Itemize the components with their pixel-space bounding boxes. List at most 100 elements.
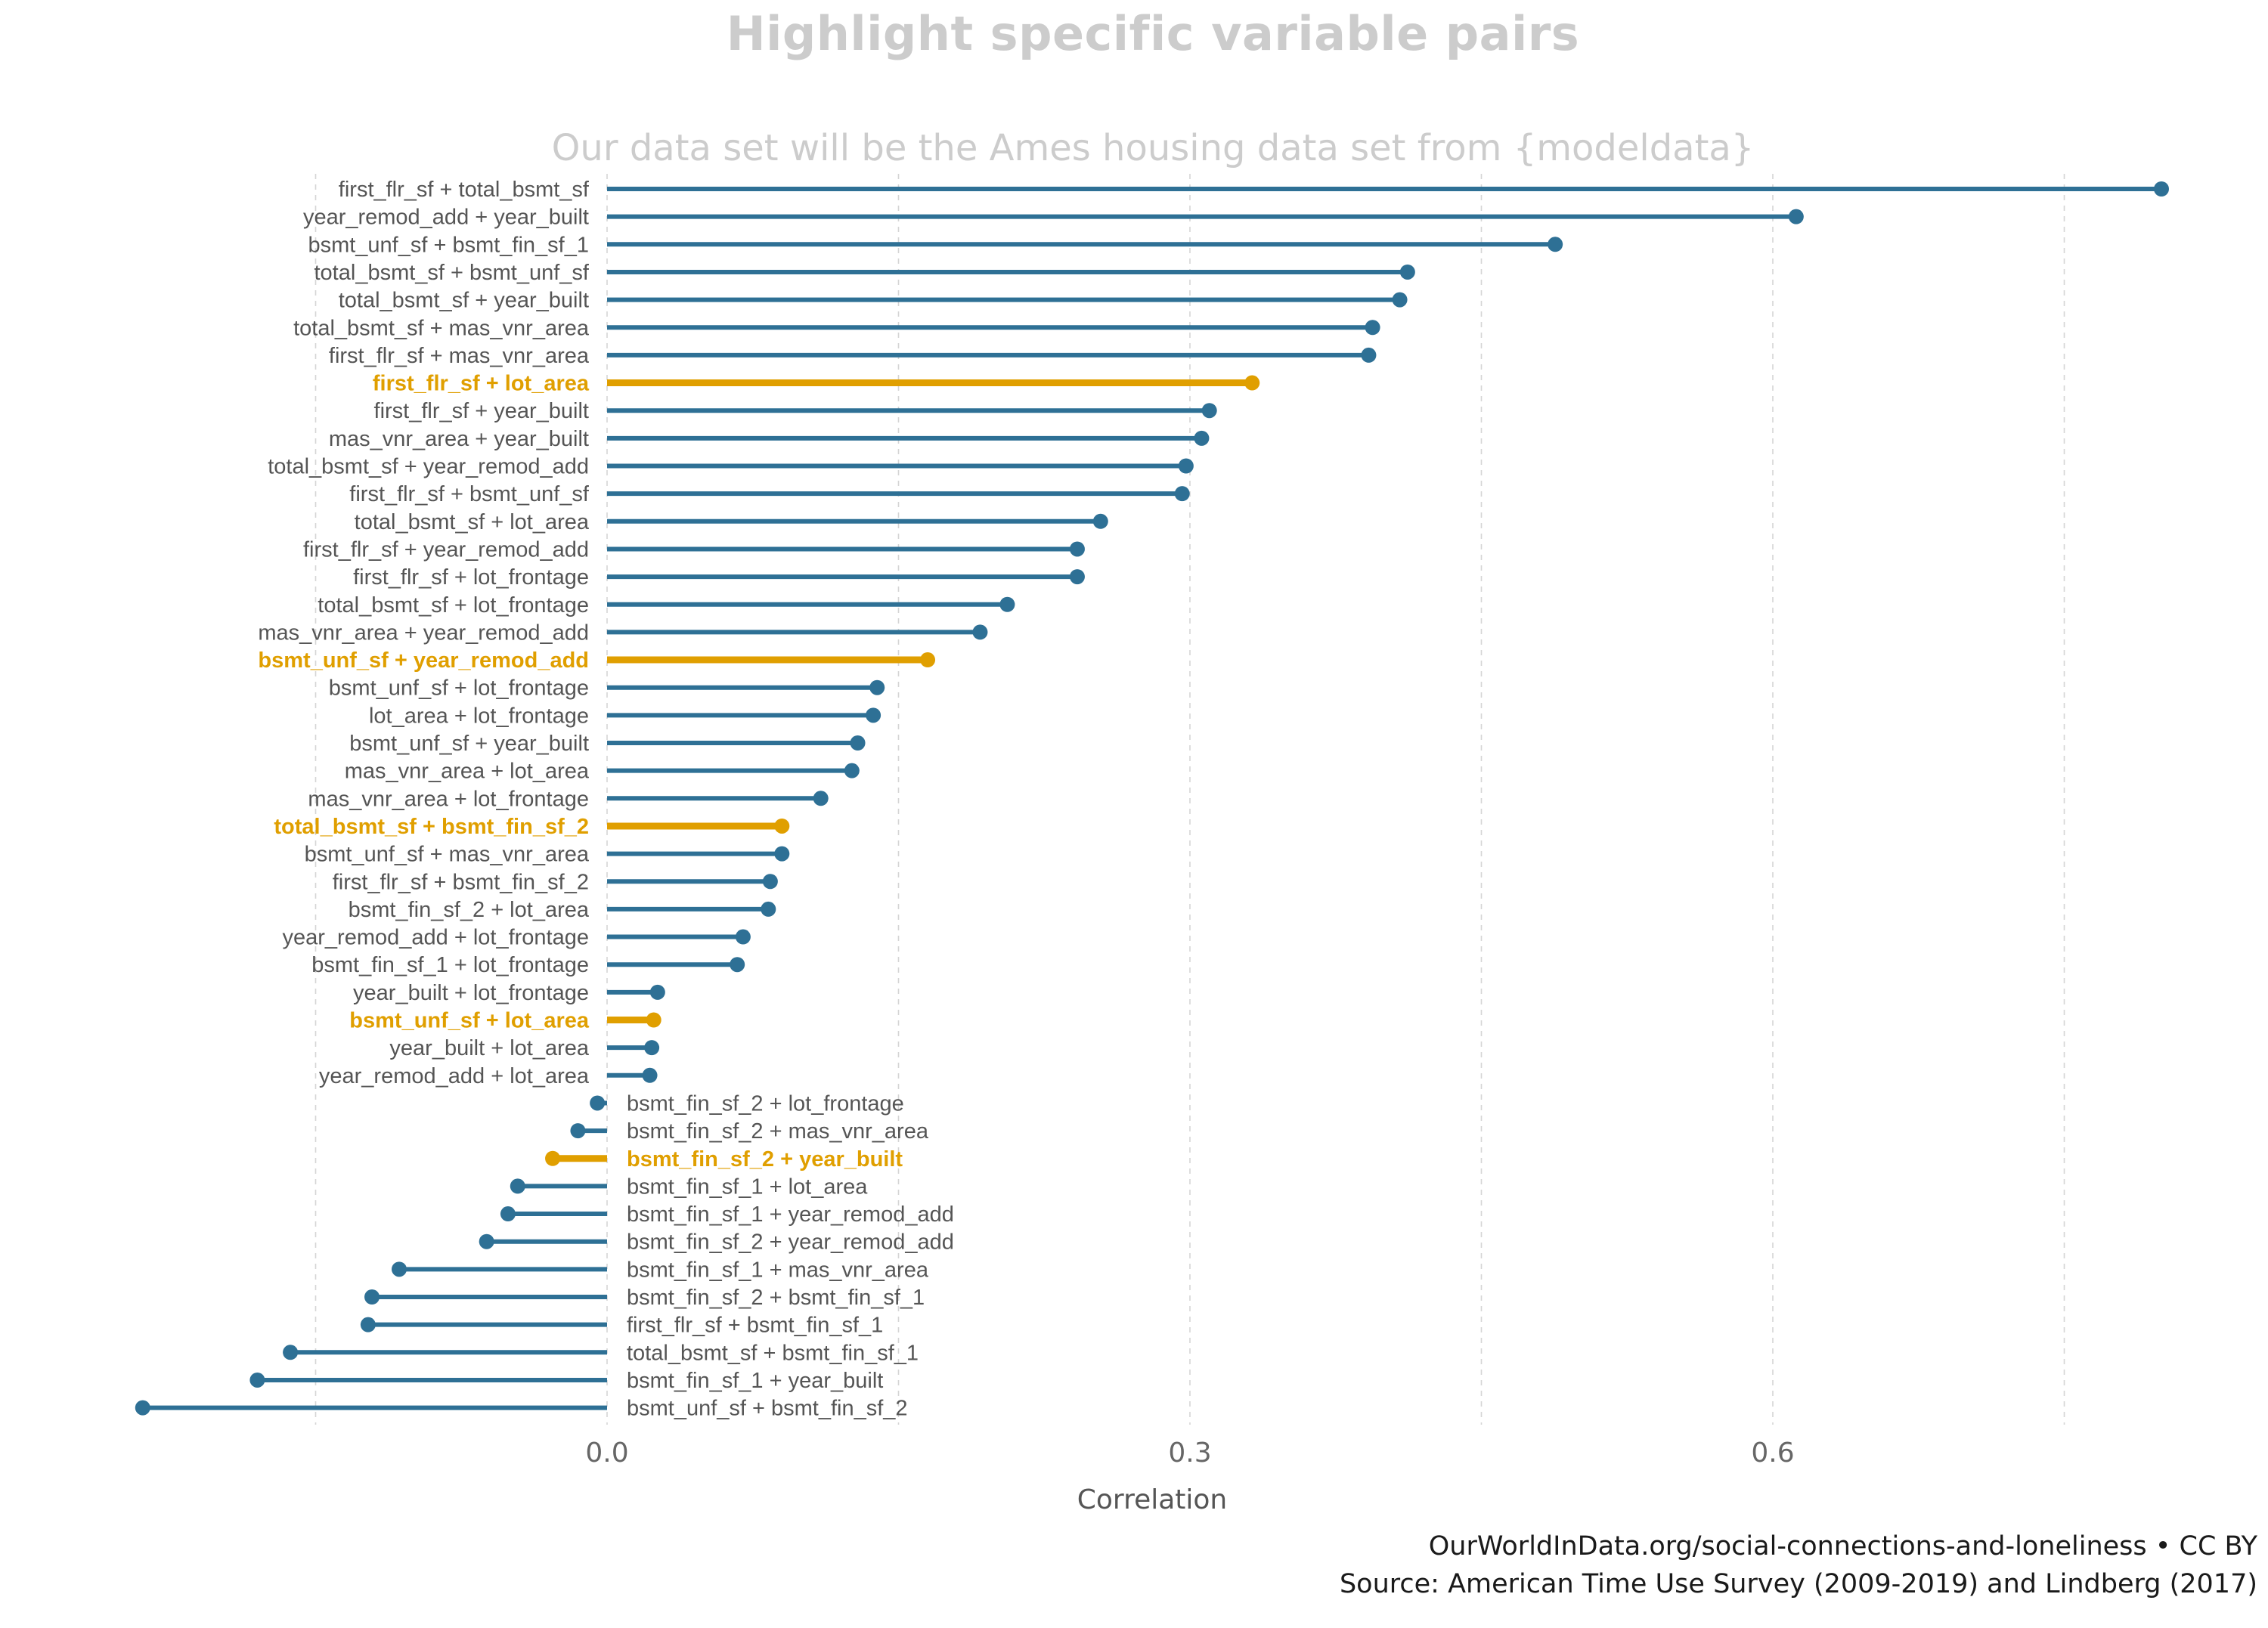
pair-label: first_flr_sf + bsmt_fin_sf_1 [627,1314,883,1338]
lollipop-dot [570,1123,586,1139]
pair-label: total_bsmt_sf + year_remod_add [268,455,589,479]
pair-label: bsmt_fin_sf_1 + year_built [627,1369,883,1393]
lollipop-dot [479,1233,494,1249]
pair-label: total_bsmt_sf + bsmt_unf_sf [314,261,590,285]
lollipop-dot [545,1150,561,1166]
pair-label: year_remod_add + lot_area [319,1064,590,1088]
pair-label: total_bsmt_sf + lot_frontage [318,593,589,617]
lollipop-dot [1365,320,1380,336]
lollipop-dot [1548,237,1563,252]
pair-label: bsmt_fin_sf_2 + year_built [627,1147,903,1171]
pair-label: year_remod_add + year_built [303,206,589,230]
lollipop-dot [1069,541,1085,557]
chart-subtitle: Our data set will be the Ames housing da… [551,127,1755,169]
lollipop-dot [774,818,790,834]
lollipop-dot [249,1372,265,1388]
pair-label: first_flr_sf + total_bsmt_sf [339,178,590,202]
pair-label: bsmt_unf_sf + bsmt_fin_sf_1 [308,233,589,257]
pair-label: first_flr_sf + mas_vnr_area [329,344,590,368]
pair-label: first_flr_sf + year_remod_add [303,537,589,562]
pair-label: first_flr_sf + bsmt_unf_sf [349,482,590,506]
lollipop-dot [646,1012,662,1028]
lollipop-dot [813,791,829,806]
lollipop-dot [1069,569,1085,585]
pair-label: bsmt_fin_sf_1 + mas_vnr_area [627,1258,929,1282]
pair-label: bsmt_unf_sf + year_remod_add [258,648,589,673]
pair-label: year_remod_add + lot_frontage [283,926,589,950]
lollipop-dot [774,846,790,862]
lollipop-dot [1178,458,1194,474]
pair-label: lot_area + lot_frontage [369,704,589,728]
caption-source: Source: American Time Use Survey (2009-2… [1339,1569,2257,1599]
lollipop-dot [866,707,881,723]
pair-label: total_bsmt_sf + lot_area [355,510,590,534]
lollipop-dot [762,874,778,890]
pair-label: year_built + lot_frontage [353,981,589,1005]
x-axis-label: Correlation [1077,1484,1228,1515]
pair-label: bsmt_unf_sf + lot_frontage [329,676,589,701]
lollipop-dot [644,1040,660,1056]
lollipop-dot [1174,486,1190,502]
lollipop-dot [869,679,885,695]
pair-label: bsmt_fin_sf_2 + lot_area [349,898,590,922]
pair-label: year_built + lot_area [389,1036,589,1060]
x-tick-label: 0.0 [585,1438,628,1469]
lollipop-dot [510,1178,525,1194]
x-axis-ticks: 0.0 0.3 0.6 [585,1438,1794,1469]
lollipop-dot [500,1206,516,1222]
pair-label: total_bsmt_sf + year_built [339,289,589,313]
lollipop-dot [283,1345,299,1360]
lollipop-dot [135,1400,150,1416]
lollipop-dot [590,1095,606,1111]
pair-label: first_flr_sf + bsmt_fin_sf_2 [333,870,589,894]
lollipop-dot [1392,292,1408,308]
x-tick-label: 0.6 [1751,1438,1794,1469]
pair-label: first_flr_sf + lot_frontage [353,565,589,590]
lollipop-dot [735,929,751,945]
pair-label: total_bsmt_sf + bsmt_fin_sf_1 [627,1341,919,1365]
pair-label: bsmt_fin_sf_2 + lot_frontage [627,1091,904,1116]
lollipop-dot [360,1317,376,1332]
lollipop-dot [1201,403,1217,419]
lollipop-dot [730,957,745,973]
chart-title: Highlight specific variable pairs [726,6,1580,61]
pair-label: bsmt_unf_sf + lot_area [349,1009,590,1033]
lollipop-dot [850,735,866,751]
lollipop-dot [1194,430,1210,446]
pair-label: total_bsmt_sf + mas_vnr_area [293,316,590,340]
lollipop-dot [2154,181,2169,197]
lollipop-dot [642,1067,658,1083]
pair-label: mas_vnr_area + year_remod_add [258,621,589,645]
lollipop-dot [1361,347,1377,363]
pair-label: bsmt_fin_sf_2 + bsmt_fin_sf_1 [627,1286,925,1310]
pair-label: total_bsmt_sf + bsmt_fin_sf_2 [274,815,589,839]
pair-label: bsmt_unf_sf + mas_vnr_area [305,843,590,867]
lollipop-dot [972,624,988,640]
lollipop-dot [392,1261,407,1277]
lollipop-dot [1788,209,1804,224]
pair-label: mas_vnr_area + year_built [329,427,589,451]
lollipop-dot [364,1289,380,1305]
pair-label: bsmt_fin_sf_2 + year_remod_add [627,1230,954,1255]
lollipop-dot [761,901,776,917]
lollipop-dot [999,596,1015,612]
pair-label: mas_vnr_area + lot_area [345,760,590,784]
pair-label: bsmt_unf_sf + year_built [349,732,589,756]
pair-label: bsmt_fin_sf_1 + lot_area [627,1175,868,1199]
pair-label: bsmt_unf_sf + bsmt_fin_sf_2 [627,1397,908,1421]
pair-label: bsmt_fin_sf_1 + lot_frontage [311,953,589,977]
lollipop-dots [135,181,2169,1416]
pair-label: mas_vnr_area + lot_frontage [308,787,589,811]
lollipop-dot [649,984,665,1000]
lollipop-dot [1092,513,1108,529]
pair-label: bsmt_fin_sf_2 + mas_vnr_area [627,1119,929,1144]
lollipop-stems [142,187,2161,1410]
pair-label: bsmt_fin_sf_1 + year_remod_add [627,1202,954,1227]
x-tick-label: 0.3 [1168,1438,1211,1469]
lollipop-dot [1244,375,1260,391]
pair-label: first_flr_sf + year_built [374,399,589,423]
lollipop-dot [844,763,860,778]
pair-labels: first_flr_sf + total_bsmt_sf year_remod_a… [258,178,954,1421]
pair-label: first_flr_sf + lot_area [373,372,590,396]
